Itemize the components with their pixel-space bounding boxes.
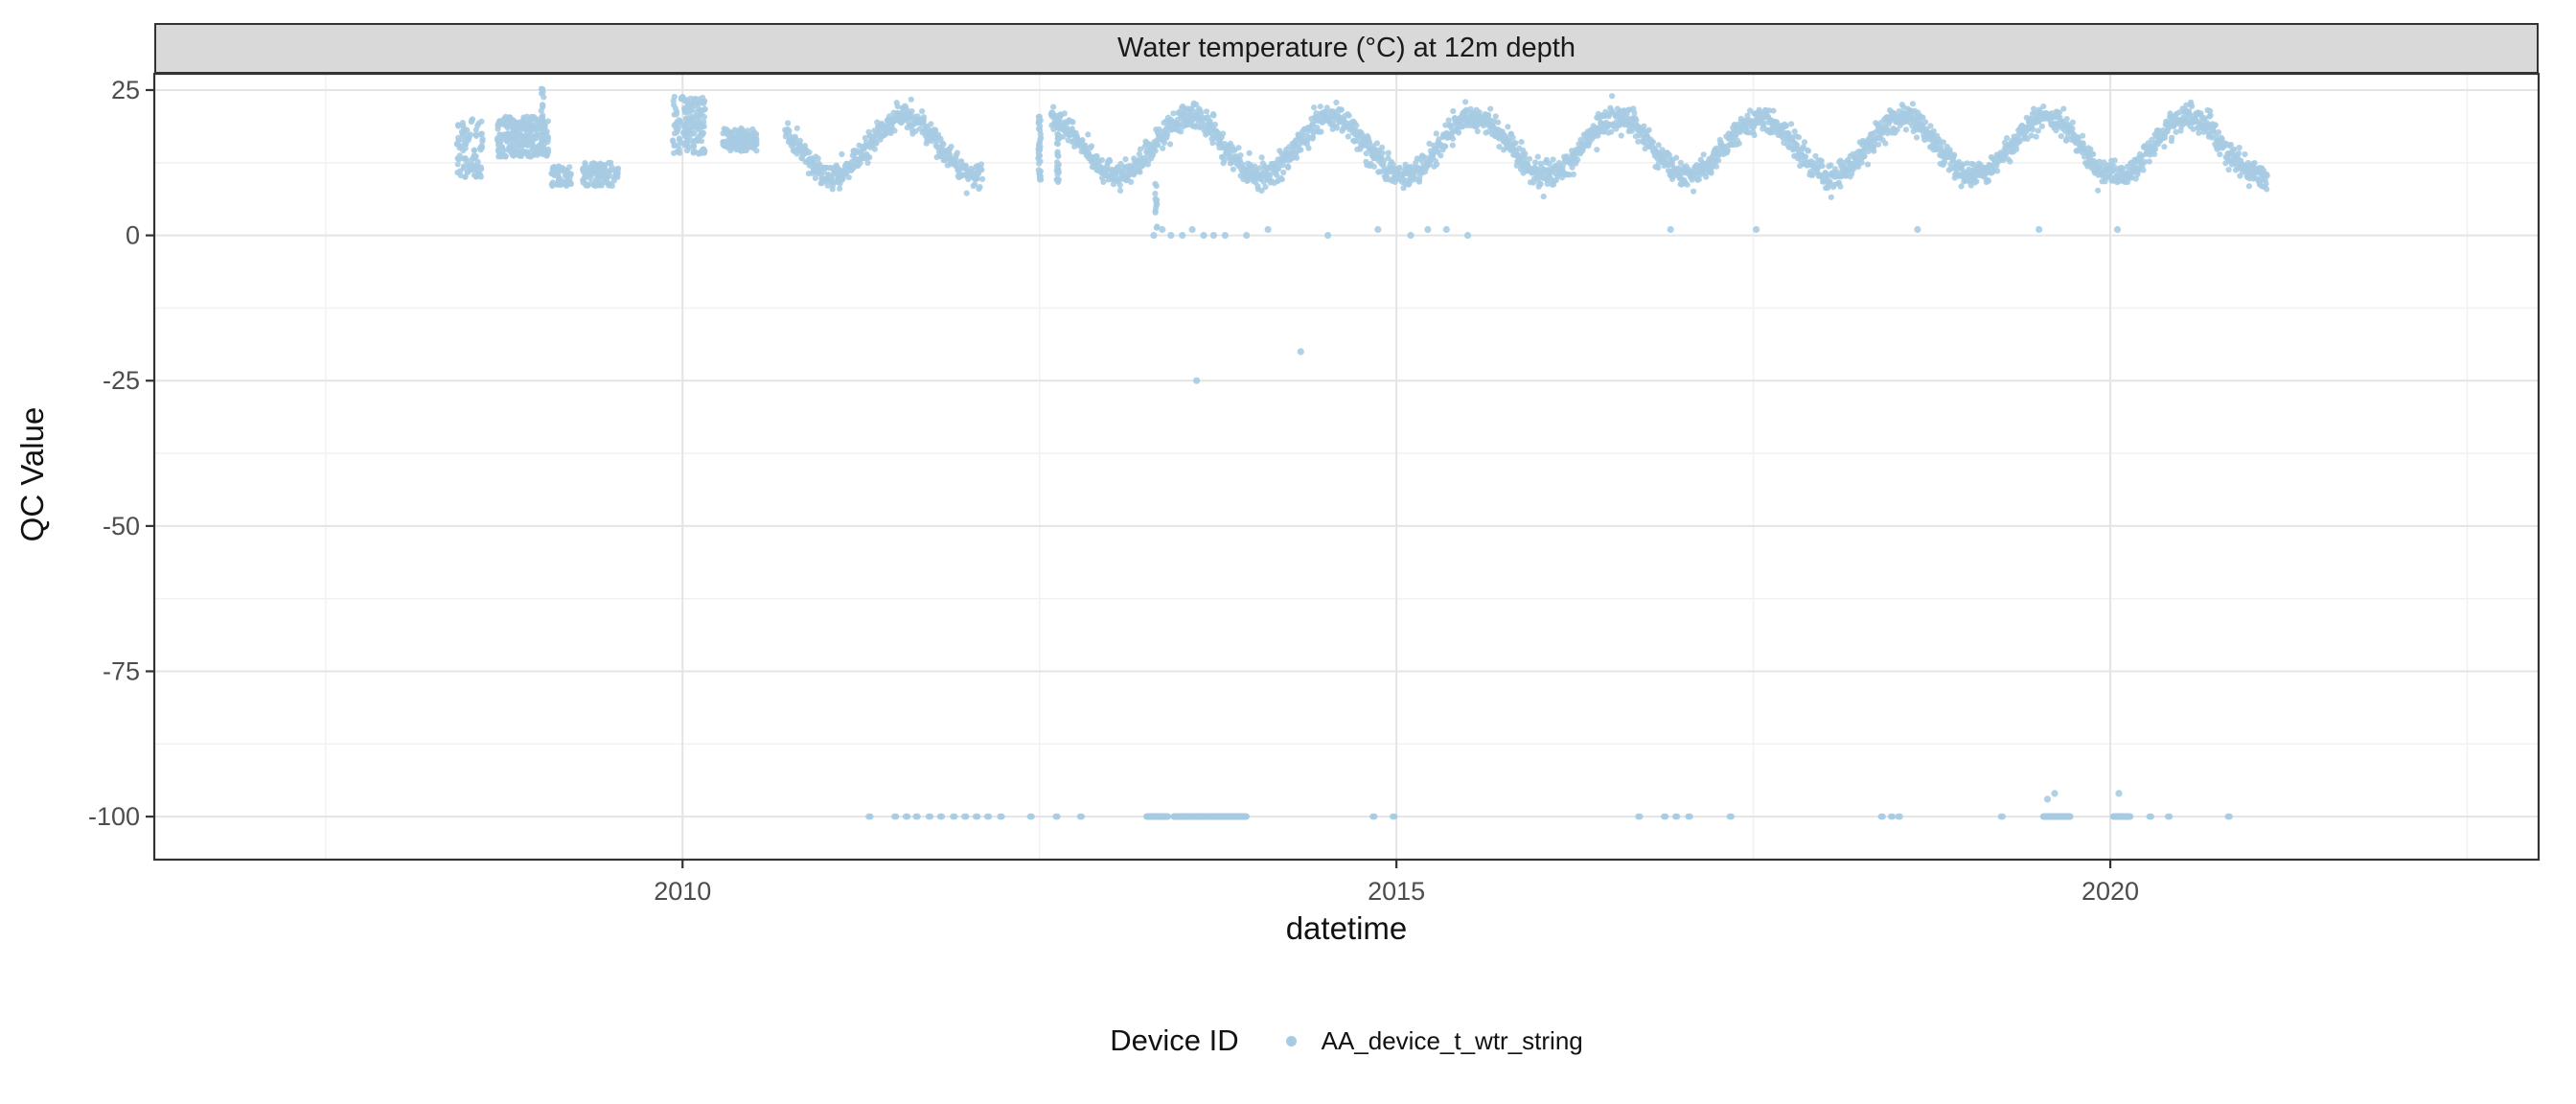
y-axis-title: QC Value [14,406,50,542]
svg-text:-50: -50 [103,512,140,540]
svg-text:-75: -75 [103,656,140,685]
svg-text:25: 25 [111,76,140,104]
svg-text:-100: -100 [88,802,140,831]
x-axis-title: datetime [1285,910,1408,946]
svg-text:0: 0 [126,221,140,250]
legend-dot-icon [1286,1035,1298,1046]
svg-text:2020: 2020 [2082,877,2139,906]
panel-strip-title: Water temperature (°C) at 12m depth [1117,33,1576,63]
legend-key [1276,1024,1308,1057]
legend-title: Device ID [1110,1024,1239,1057]
svg-text:-25: -25 [103,366,140,395]
legend-entry-label: AA_device_t_wtr_string [1321,1025,1583,1055]
legend: Device ID AA_device_t_wtr_string [154,1012,2539,1070]
svg-text:2010: 2010 [654,877,711,906]
panel-strip: Water temperature (°C) at 12m depth [154,23,2539,74]
svg-text:2015: 2015 [1368,877,1425,906]
